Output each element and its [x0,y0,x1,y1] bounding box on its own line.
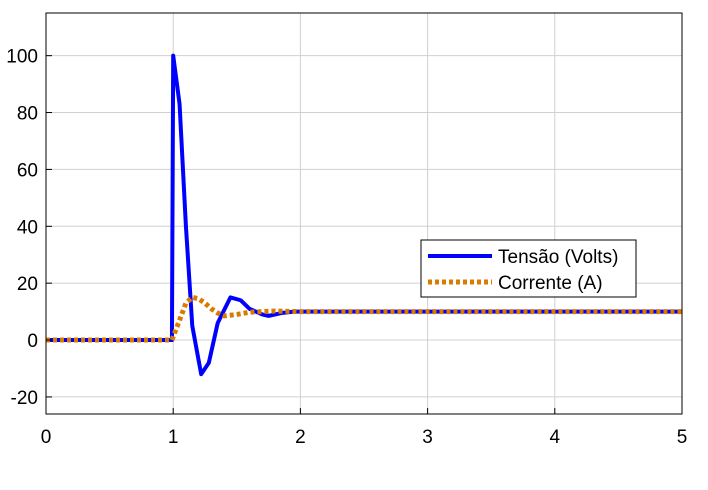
y-tick-label: 40 [17,217,38,238]
x-tick-label: 4 [550,427,561,448]
x-tick-label: 0 [41,427,52,448]
plot-background [46,13,682,414]
y-tick-label: 20 [17,274,38,295]
series-line-tensao [46,53,682,377]
legend-label-corrente: Corrente (A) [498,273,603,294]
series-line-corrente [46,294,682,343]
legend-label-tensao: Tensão (Volts) [498,247,618,268]
legend-box [420,239,637,298]
y-tick-label: -20 [11,388,38,409]
y-tick-label: 0 [27,331,38,352]
y-tick-label: 60 [17,160,38,181]
x-tick-label: 1 [168,427,179,448]
y-tick-label: 100 [6,47,38,68]
x-tick-label: 2 [295,427,306,448]
legend: Tensão (Volts) Corrente (A) [420,239,637,298]
plot-frame [45,12,683,415]
x-tick-label: 3 [422,427,433,448]
series-layer [46,53,682,377]
y-tick-label: 80 [17,104,38,125]
x-tick-label: 5 [677,427,688,448]
